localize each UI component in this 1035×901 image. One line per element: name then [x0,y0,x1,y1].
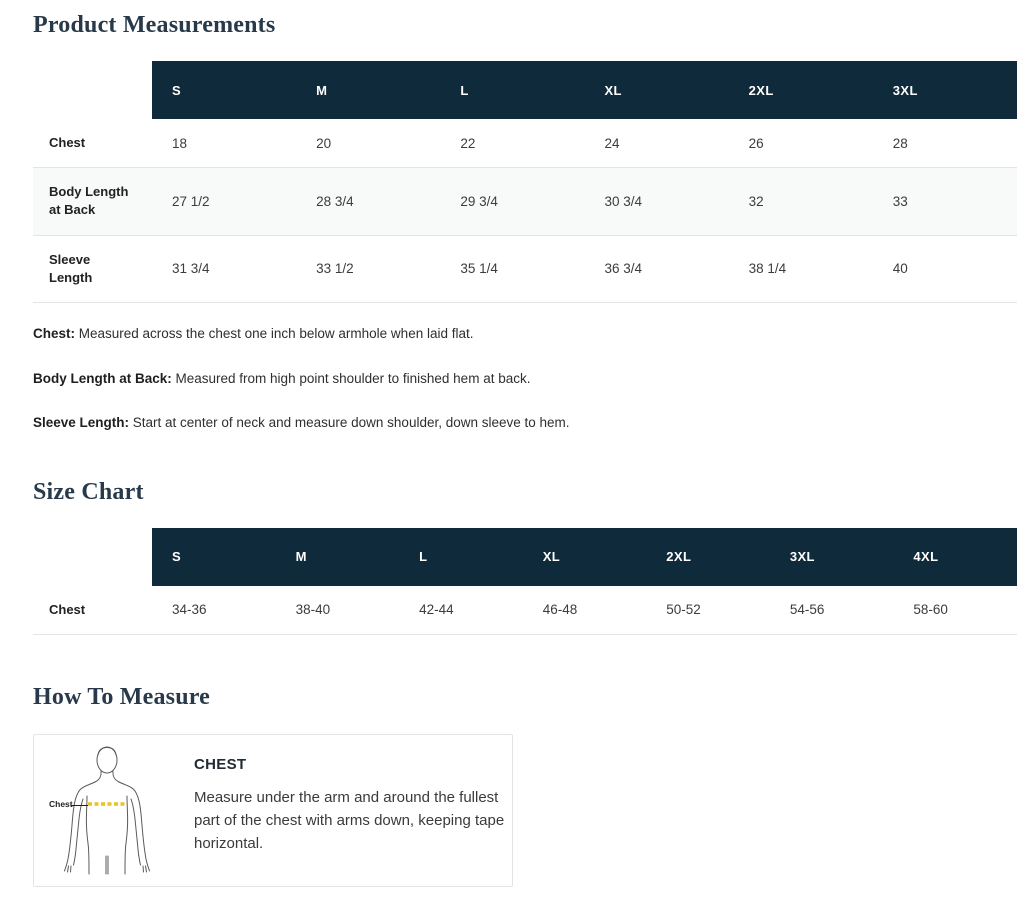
note-label: Body Length at Back: [33,370,176,386]
table-corner-cell [33,527,152,586]
table-row: Chest 34-36 38-40 42-44 46-48 50-52 54-56 58-60 [33,586,1017,635]
column-header-2xl: 2XL [728,61,873,119]
column-header-3xl: 3XL [872,61,1017,119]
body-figure-illustration: Chest [48,740,164,881]
measurement-cell: 54-56 [789,602,825,618]
column-header-m: M [275,527,400,586]
how-to-measure-section: How To Measure [33,684,1017,887]
table-row: Body Length at Back 27 1/2 28 3/4 29 3/4 30 … [33,167,1017,236]
column-header-3xl: 3XL [769,527,894,586]
chest-card-description: Measure under the arm and around the ful… [194,788,505,853]
measurement-cell: 42-44 [419,602,454,618]
table-row: Sleeve Length 31 3/4 33 1/2 35 1/4 36 3/4 38 … [33,235,1017,303]
measurement-cell: 34-36 [172,602,207,618]
chest-measure-card: Chest CHEST Measure under the arm and ar… [33,733,516,887]
column-header-l: L [399,527,523,586]
measurement-note: Chest: Measured across the chest one inc… [33,324,1017,344]
product-measurements-section: Product Measurements S M L XL 2XL 3XL Chest 18 2… [33,12,1017,433]
measurement-notes: Chest: Measured across the chest one inc… [33,324,1017,433]
size-chart-title: Size Chart [33,478,144,505]
measurement-cell: 38-40 [295,602,331,618]
chest-measure-figure-icon: Chest [49,746,150,875]
measurement-cell: 40 [892,261,908,277]
product-measurements-table: S M L XL 2XL 3XL Chest 18 20 22 24 26 28 Body Length … [33,61,1017,303]
measurement-cell: 58-60 [913,602,948,618]
measurement-cell: 28 3/4 [316,193,354,209]
column-header-2xl: 2XL [646,527,770,586]
column-header-s: S [152,527,276,586]
measurement-cell: 28 [892,135,908,151]
table-header-row: S M L XL 2XL 3XL 4XL [33,527,1017,586]
row-label: Sleeve Length [49,251,93,285]
measurement-cell: 20 [316,135,332,151]
row-label: Chest [49,601,86,617]
column-header-m: M [296,61,441,119]
how-to-measure-title: How To Measure [33,683,211,710]
measurement-cell: 18 [172,135,188,151]
note-label: Chest: [33,325,79,341]
note-label: Sleeve Length: [33,415,133,431]
measurement-cell: 31 3/4 [172,261,210,277]
measurement-cell: 36 3/4 [604,261,643,277]
chest-measure-text: CHEST Measure under the arm and around t… [194,740,516,870]
measurement-cell: 46-48 [542,602,578,618]
size-chart-table: S M L XL 2XL 3XL 4XL Chest 34-36 38-40 42-44 46-48 5… [33,527,1017,635]
row-label: Body Length at Back [49,184,129,218]
product-measurements-title: Product Measurements [33,12,276,38]
measurement-cell: 30 3/4 [604,193,643,209]
row-label: Chest [49,135,86,150]
column-header-s: S [152,61,297,119]
measurement-note: Sleeve Length: Start at center of neck a… [33,413,1017,433]
measurement-cell: 22 [460,135,476,151]
measurement-cell: 38 1/4 [748,261,787,277]
measurement-cell: 24 [604,135,620,151]
table-row: Chest 18 20 22 24 26 28 [33,119,1017,168]
note-text: Start at center of neck and measure down… [132,415,570,431]
measurement-cell: 26 [748,135,764,151]
measurement-cell: 35 1/4 [460,261,498,277]
measurement-cell: 32 [748,193,764,209]
measurement-cell: 27 1/2 [172,193,210,209]
measurement-note: Body Length at Back: Measured from high … [33,369,1017,389]
column-header-xl: XL [522,527,647,586]
size-chart-section: Size Chart S M L XL 2XL 3XL 4XL Chest 34-36 38-40… [33,479,1017,635]
note-text: Measured across the chest one inch below… [78,325,474,341]
measurement-cell: 29 3/4 [460,193,498,209]
note-text: Measured from high point shoulder to fin… [175,370,531,386]
figure-chest-label: Chest [49,799,73,809]
measurement-cell: 50-52 [666,602,701,618]
column-header-xl: XL [584,61,729,119]
column-header-4xl: 4XL [893,527,1017,586]
measurement-cell: 33 [892,193,908,209]
chest-card-heading: CHEST [194,755,247,773]
table-corner-cell [33,61,152,119]
measurement-cell: 33 1/2 [316,261,354,277]
column-header-l: L [440,61,585,119]
table-header-row: S M L XL 2XL 3XL [33,61,1017,119]
